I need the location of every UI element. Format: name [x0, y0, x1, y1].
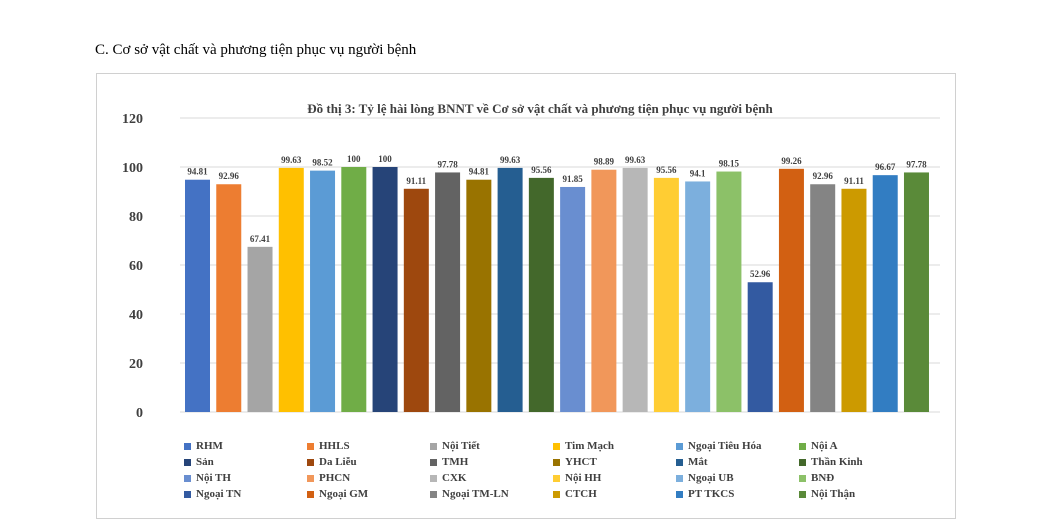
bar [247, 246, 273, 412]
bar [685, 181, 711, 412]
bar [216, 184, 242, 412]
bar [747, 282, 773, 412]
bar [716, 171, 742, 412]
bar [278, 167, 304, 412]
data-label: 94.81 [187, 167, 208, 177]
bar [497, 167, 523, 412]
bar [372, 167, 398, 412]
data-label: 67.41 [250, 234, 271, 244]
data-label: 91.11 [844, 176, 864, 186]
bar [778, 168, 804, 412]
data-label: 96.67 [875, 162, 896, 172]
data-label: 95.56 [531, 165, 552, 175]
data-label: 99.26 [781, 156, 802, 166]
section-heading: C. Cơ sở vật chất và phương tiện phục vụ… [95, 42, 417, 58]
y-tick-label: 0 [136, 406, 143, 421]
bar [591, 169, 617, 412]
data-label: 99.63 [625, 155, 646, 165]
bar [341, 167, 367, 412]
data-label: 91.85 [562, 174, 583, 184]
data-label: 100 [347, 154, 361, 164]
data-label: 98.15 [719, 159, 740, 169]
y-tick-label: 80 [129, 210, 143, 225]
bar [403, 188, 429, 412]
bar [903, 172, 929, 412]
data-label: 99.63 [500, 155, 521, 165]
bar [810, 184, 836, 412]
data-label: 94.1 [690, 168, 706, 178]
data-label: 97.78 [906, 159, 927, 169]
bar [872, 175, 898, 412]
bar [310, 170, 336, 412]
chart-title: Đồ thị 3: Tỷ lệ hài lòng BNNT về Cơ sở v… [307, 101, 773, 116]
bar [653, 177, 679, 412]
y-tick-label: 60 [129, 259, 143, 274]
bar [466, 179, 492, 412]
bar [185, 179, 210, 412]
data-label: 92.96 [219, 171, 240, 181]
data-label: 100 [378, 154, 392, 164]
data-label: 98.52 [312, 158, 333, 168]
y-tick-label: 40 [129, 308, 143, 323]
data-label: 92.96 [813, 171, 834, 181]
data-label: 95.56 [656, 165, 677, 175]
y-tick-label: 100 [122, 161, 143, 176]
data-label: 91.11 [406, 176, 426, 186]
bar [560, 186, 586, 412]
data-label: 94.81 [469, 167, 490, 177]
bar [528, 177, 554, 412]
data-label: 98.89 [594, 157, 615, 167]
bar [841, 188, 867, 412]
bar [622, 167, 648, 412]
bar [435, 172, 461, 412]
y-tick-label: 20 [129, 357, 143, 372]
y-tick-label: 120 [122, 112, 143, 127]
data-label: 52.96 [750, 269, 771, 279]
data-label: 99.63 [281, 155, 302, 165]
data-label: 97.78 [437, 159, 458, 169]
